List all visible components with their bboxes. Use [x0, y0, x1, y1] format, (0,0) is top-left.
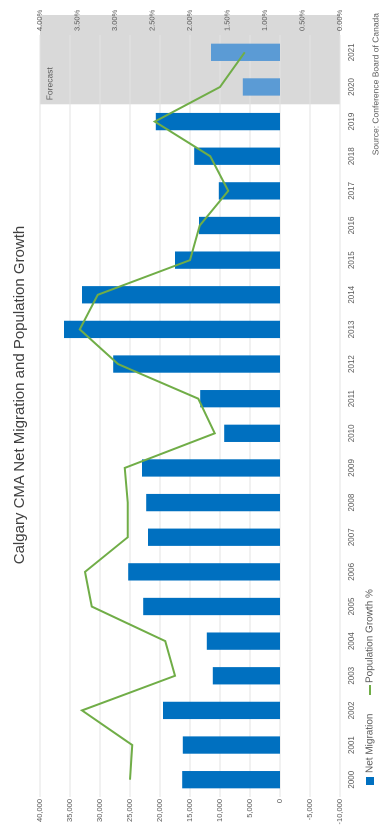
- bar: [155, 112, 280, 131]
- x-tick-label: 2010: [347, 424, 356, 442]
- x-tick-label: 2011: [347, 390, 356, 408]
- y2-tick-label: 2.00%: [185, 9, 194, 31]
- y2-tick-label: 3.00%: [110, 9, 119, 31]
- x-tick-label: 2001: [347, 736, 356, 754]
- y2-tick-label: 1.50%: [222, 9, 231, 31]
- x-tick-label: 2017: [347, 181, 356, 199]
- y-tick-label: 0: [275, 799, 284, 803]
- bar: [128, 563, 280, 581]
- bar: [143, 597, 280, 616]
- bar: [212, 667, 280, 685]
- bar: [82, 286, 280, 304]
- y-tick-label: 25,000: [125, 799, 134, 822]
- legend-label: Population Growth %: [365, 589, 376, 683]
- line: [78, 51, 246, 780]
- x-tick-label: 2008: [347, 493, 356, 511]
- bar: [206, 632, 280, 650]
- y2-tick-label: 0.50%: [297, 9, 306, 31]
- legend-swatch: [366, 777, 374, 785]
- y2-tick-label: 4.00%: [35, 9, 44, 31]
- bar: [64, 320, 280, 339]
- bar: [142, 459, 280, 477]
- y-tick-label: 20,000: [155, 799, 164, 822]
- y2-tick-label: 3.50%: [72, 9, 81, 31]
- bar: [194, 147, 280, 165]
- bar: [113, 355, 280, 373]
- x-tick-label: 2005: [347, 597, 356, 615]
- x-tick-label: 2009: [347, 459, 356, 477]
- y-tick-label: 30,000: [95, 799, 104, 822]
- x-tick-label: 2007: [347, 528, 356, 546]
- y-tick-label: 35,000: [65, 799, 74, 822]
- x-tick-label: 2014: [347, 285, 356, 303]
- x-tick-label: 2000: [347, 770, 356, 788]
- y2-tick-label: 2.50%: [147, 9, 156, 31]
- x-tick-label: 2013: [347, 320, 356, 338]
- bar: [163, 701, 280, 720]
- x-tick-label: 2016: [347, 216, 356, 234]
- y-tick-label: 10,000: [215, 799, 224, 822]
- x-tick-label: 2012: [347, 355, 356, 373]
- chart-title: Calgary CMA Net Migration and Population…: [11, 226, 28, 565]
- bar: [224, 424, 280, 442]
- x-tick-label: 2015: [347, 251, 356, 269]
- bar: [211, 43, 280, 61]
- bar: [182, 771, 280, 789]
- bar: [200, 390, 280, 408]
- x-tick-label: 2004: [347, 632, 356, 650]
- y2-tick-label: 1.00%: [260, 9, 269, 31]
- bar: [218, 182, 281, 200]
- source: Source: Conference Board of Canada: [370, 13, 380, 156]
- x-tick-label: 2020: [347, 78, 356, 96]
- bar: [182, 736, 280, 754]
- bar: [175, 251, 280, 269]
- y-tick-label: 40,000: [35, 799, 44, 822]
- bar: [242, 78, 281, 96]
- x-tick-label: 2018: [347, 147, 356, 165]
- y-tick-label: -10,000: [335, 799, 344, 824]
- bar: [146, 493, 280, 512]
- y2-tick-label: 0.00%: [335, 9, 344, 31]
- chart-body: Calgary CMA Net Migration and Population…: [11, 9, 380, 824]
- bar: [199, 216, 280, 235]
- y-tick-label: 15,000: [185, 799, 194, 822]
- x-tick-label: 2003: [347, 666, 356, 684]
- x-tick-label: 2019: [347, 112, 356, 130]
- y-tick-label: -5,000: [305, 799, 314, 820]
- bar: [148, 528, 280, 546]
- legend-label: Net Migration: [365, 714, 376, 773]
- x-tick-label: 2006: [347, 562, 356, 580]
- y-tick-label: 5,000: [245, 799, 254, 818]
- x-tick-label: 2002: [347, 701, 356, 719]
- forecast-label: Forecast: [44, 67, 54, 101]
- x-tick-label: 2021: [347, 43, 356, 61]
